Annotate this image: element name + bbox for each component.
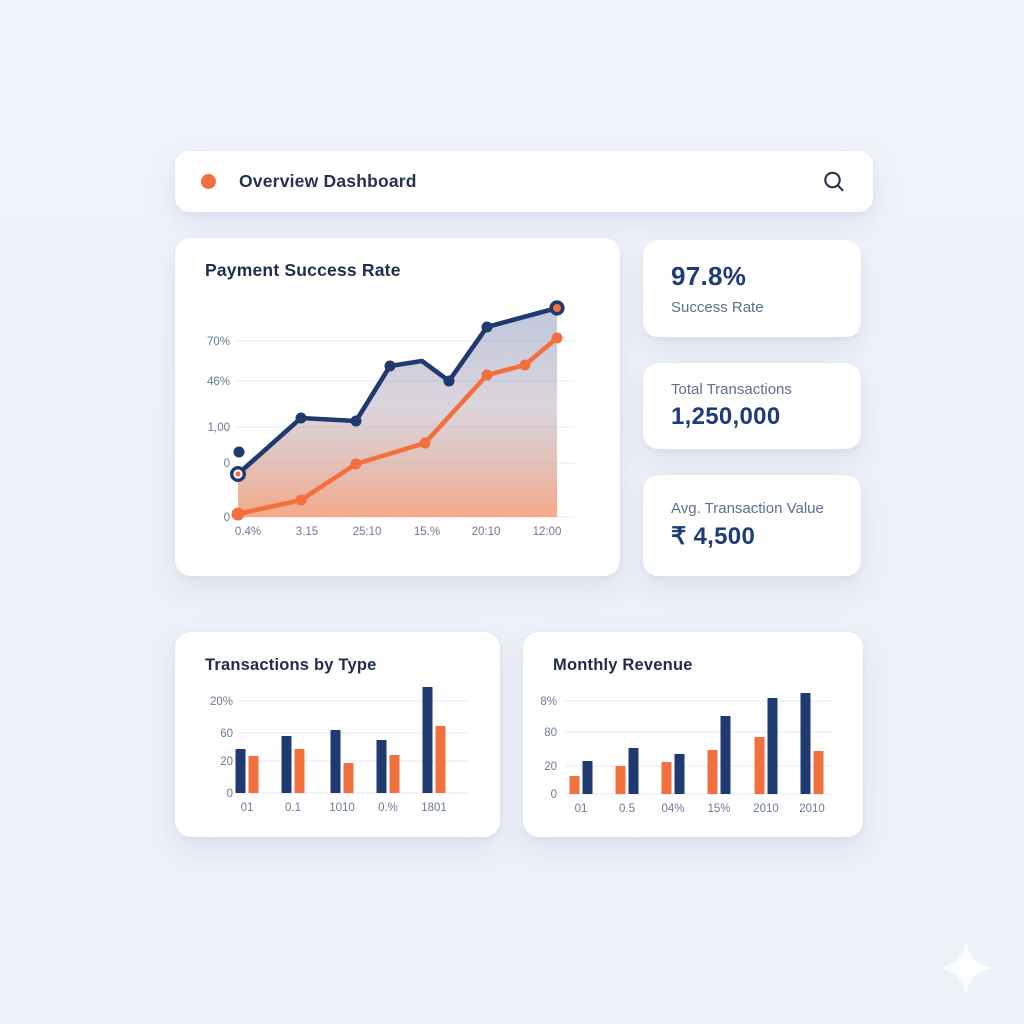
stray-data-point [233, 446, 245, 458]
stat-label: Success Rate [671, 299, 764, 316]
y-tick-label: 70% [207, 336, 230, 348]
data-point [384, 360, 396, 372]
x-tick-label: 20:10 [472, 526, 501, 538]
data-point [295, 494, 307, 506]
x-tick-label: 1801 [421, 802, 447, 814]
x-tick-label: 0.1 [285, 802, 301, 814]
stat-card-success-rate: 97.8% Success Rate [643, 240, 861, 337]
y-tick-label: 60 [220, 728, 233, 740]
payment-success-rate-line-chart: 70% 46% 1,00 0 0 0.4% 3.15 25:10 15.% 20:10 12:00 [207, 300, 575, 538]
bar-navy-bars [720, 716, 731, 794]
data-point [481, 369, 493, 381]
bar-chart-title: Monthly Revenue [553, 656, 693, 674]
y-tick-label: 20 [544, 761, 557, 773]
data-point [295, 412, 307, 424]
payment-success-rate-card: Payment Success Rate 70% 46% 1,00 0 0 0.4% 3.1… [175, 238, 620, 576]
series-line [235, 305, 560, 477]
stat-value: 97.8% [671, 261, 747, 291]
transactions-by-type-card: Transactions by Type 20% 60 20 0 01 0.1 1010 0.… [175, 632, 500, 837]
x-tick-label: 3.15 [296, 526, 318, 538]
bar-navy-bars [281, 736, 292, 793]
data-point [350, 458, 362, 470]
bar-navy-bars [582, 761, 593, 794]
bar-navy-bars [422, 687, 433, 793]
header-bar: Overview Dashboard [175, 151, 873, 212]
y-tick-label: 1,00 [208, 422, 230, 434]
bar-navy-bars [674, 754, 685, 794]
data-point [551, 332, 563, 344]
x-tick-label: 01 [241, 802, 254, 814]
x-tick-label: 2010 [753, 803, 779, 815]
x-tick-label: 1010 [329, 802, 355, 814]
x-tick-label: 04% [661, 803, 684, 815]
data-point [549, 300, 565, 316]
x-tick-label: 25:10 [353, 526, 382, 538]
status-dot-icon [201, 174, 216, 189]
stat-label: Total Transactions [671, 381, 792, 398]
data-point [519, 359, 531, 371]
y-tick-label: 0 [227, 788, 233, 800]
bar-navy-bars [235, 749, 246, 793]
data-point [443, 375, 455, 387]
search-icon [824, 171, 844, 191]
bar-navy-bars [628, 748, 639, 794]
y-tick-label: 80 [544, 727, 557, 739]
sparkle-icon [938, 940, 994, 996]
bar-orange-bars [294, 749, 305, 793]
bar-orange-bars [754, 737, 765, 794]
data-point [481, 321, 493, 333]
bar-orange-bars [661, 762, 672, 794]
stat-value: ₹ 4,500 [671, 523, 756, 550]
bar-navy-bars [800, 693, 811, 794]
page-title: Overview Dashboard [239, 171, 417, 191]
stat-label: Avg. Transaction Value [671, 500, 824, 517]
data-point [350, 415, 362, 427]
x-tick-label: 15.% [414, 526, 440, 538]
y-tick-label: 20 [220, 756, 233, 768]
bar-orange-bars [569, 776, 580, 794]
bar-navy-bars [376, 740, 387, 793]
x-tick-label: 15% [707, 803, 730, 815]
data-point-core [235, 471, 241, 477]
bar-orange-bars [435, 726, 446, 793]
bar-navy-bars [767, 698, 778, 794]
stat-card-total-transactions: Total Transactions 1,250,000 [643, 363, 861, 449]
y-tick-label: 8% [540, 696, 557, 708]
x-tick-label: 0.% [378, 802, 398, 814]
monthly-revenue-bar-chart: 8% 80 20 0 01 0.5 04% 15% 2010 2010 [540, 693, 833, 815]
y-tick-label: 0 [224, 458, 230, 470]
search-button[interactable] [821, 169, 847, 195]
line-chart-title: Payment Success Rate [205, 260, 401, 280]
bar-orange-bars [707, 750, 718, 794]
bar-orange-bars [248, 756, 259, 793]
y-tick-label: 0 [551, 789, 557, 801]
monthly-revenue-card: Monthly Revenue 8% 80 20 0 01 0.5 04% 15% 2010 20… [523, 632, 863, 837]
bar-orange-bars [343, 763, 354, 793]
stat-card-avg-transaction-value: Avg. Transaction Value ₹ 4,500 [643, 475, 861, 576]
y-tick-label: 20% [210, 696, 233, 708]
bar-orange-bars [389, 755, 400, 793]
y-tick-label: 0 [224, 512, 230, 524]
data-point [419, 437, 431, 449]
area-fill [238, 308, 557, 517]
x-tick-label: 0.5 [619, 803, 635, 815]
transactions-by-type-bar-chart: 20% 60 20 0 01 0.1 1010 0.% 1801 [210, 687, 467, 814]
data-point [231, 507, 245, 521]
bar-navy-bars [330, 730, 341, 793]
x-tick-label: 12:00 [533, 526, 562, 538]
x-tick-label: 01 [575, 803, 588, 815]
bar-chart-title: Transactions by Type [205, 656, 377, 674]
y-tick-label: 46% [207, 376, 230, 388]
stat-value: 1,250,000 [671, 403, 781, 430]
bar-orange-bars [615, 766, 626, 794]
x-tick-label: 2010 [799, 803, 825, 815]
bar-orange-bars [813, 751, 824, 794]
x-tick-label: 0.4% [235, 526, 261, 538]
